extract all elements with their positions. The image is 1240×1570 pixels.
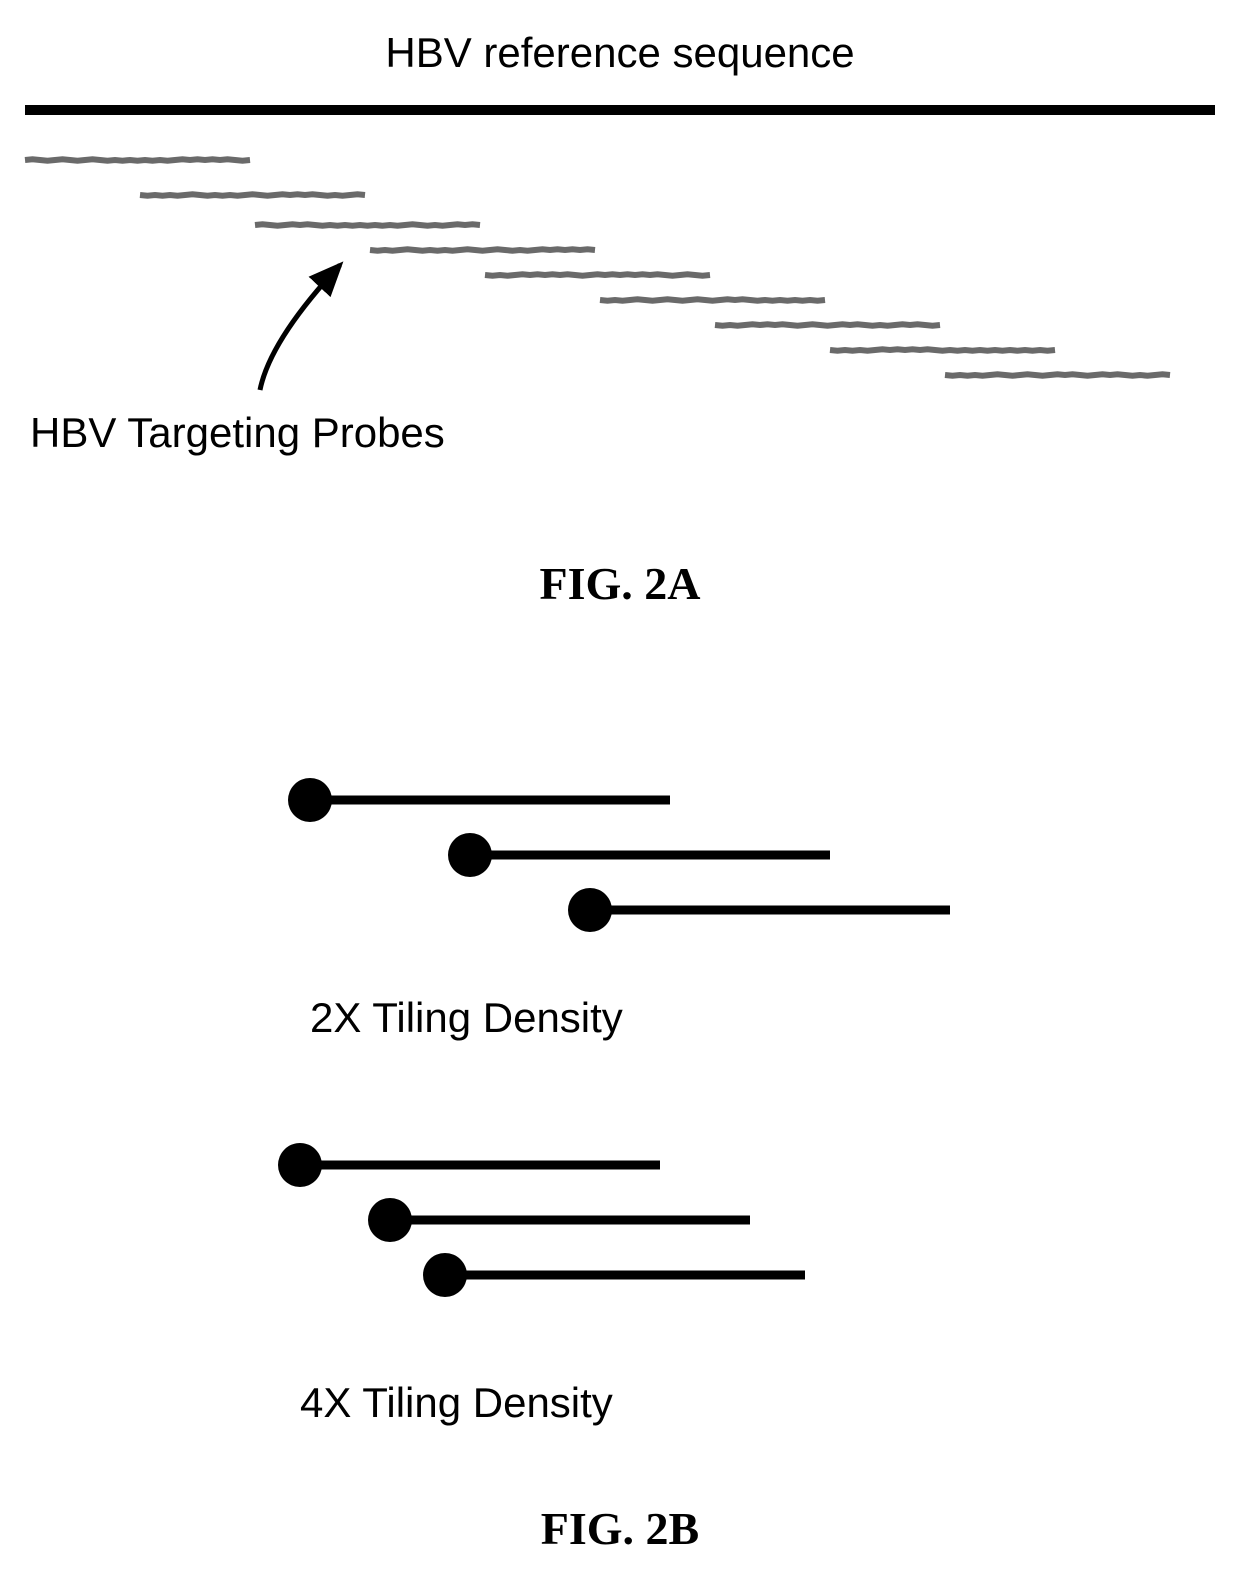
tiling-2x-probe-dot xyxy=(568,888,612,932)
probe-line xyxy=(25,159,250,161)
probes-arrow xyxy=(260,265,340,390)
tiling-2x-probe-dot xyxy=(288,778,332,822)
tiling-2x-probe-dot xyxy=(448,833,492,877)
tiling-4x-probe-dot xyxy=(368,1198,412,1242)
tiling-4x-probe-dot xyxy=(423,1253,467,1297)
probe-line xyxy=(255,224,480,226)
probe-line xyxy=(485,274,710,276)
fig2b-2x-label-container: 2X Tiling Density xyxy=(310,994,623,1042)
probe-line xyxy=(600,299,825,301)
fig2a-caption: FIG. 2A xyxy=(540,558,701,609)
probe-line xyxy=(370,249,595,251)
tiling-4x-probe-dot xyxy=(278,1143,322,1187)
fig2a-probes-label-container: HBV Targeting Probes xyxy=(30,409,445,457)
probe-line xyxy=(945,374,1170,376)
fig2a-caption-container: FIG. 2A xyxy=(0,557,1240,610)
fig2b-caption: FIG. 2B xyxy=(541,1503,699,1554)
fig2b-diagram xyxy=(0,770,1240,1570)
fig2b-caption-container: FIG. 2B xyxy=(0,1502,1240,1555)
fig2a-probes-label: HBV Targeting Probes xyxy=(30,409,445,456)
fig2b-4x-label: 4X Tiling Density xyxy=(300,1379,613,1426)
fig2b-2x-label: 2X Tiling Density xyxy=(310,994,623,1041)
probe-line xyxy=(715,324,940,326)
fig2b-4x-label-container: 4X Tiling Density xyxy=(300,1379,613,1427)
probe-line xyxy=(830,349,1055,351)
probe-line xyxy=(140,194,365,196)
